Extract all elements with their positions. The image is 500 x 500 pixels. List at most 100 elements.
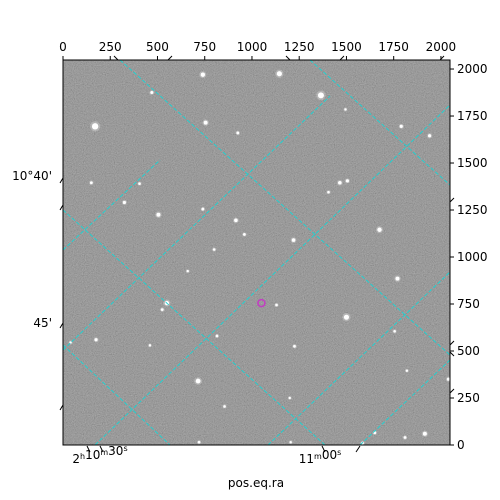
world-tick-mark [59, 404, 64, 411]
star [344, 108, 347, 111]
world-tick-mark [99, 445, 104, 453]
star [345, 179, 349, 183]
star [223, 405, 226, 408]
star [289, 440, 292, 444]
star [405, 369, 409, 372]
star [293, 344, 296, 348]
plot-frame [62, 59, 451, 446]
y-tick-label: 1000 [457, 250, 488, 264]
x-tick-label: 1000 [237, 40, 268, 54]
star [215, 334, 219, 338]
grid-line [63, 344, 171, 445]
dec-tick-label: 45' [33, 316, 52, 330]
star [94, 338, 98, 342]
x-tick-label: 250 [99, 40, 122, 54]
star [197, 440, 201, 444]
x-tick-label: 0 [59, 40, 67, 54]
star [150, 91, 154, 95]
grid-line [119, 60, 450, 356]
star [395, 276, 400, 281]
grid-line [63, 95, 331, 351]
star [89, 181, 93, 185]
grid-line [63, 209, 326, 445]
x-pixel-axis-top: 0 250 500 750 1000 1250 1500 1750 2000 [59, 40, 456, 60]
world-tick-mark [113, 55, 119, 61]
star [186, 269, 189, 273]
star [399, 124, 403, 128]
x-tick-label: 1750 [378, 40, 409, 54]
star [234, 218, 238, 223]
y-tick-label: 0 [457, 438, 465, 452]
star [91, 123, 99, 130]
star [393, 329, 396, 333]
y-tick-label: 2000 [457, 62, 488, 76]
star [138, 182, 141, 185]
star [343, 314, 350, 320]
y-tick-label: 1250 [457, 203, 488, 217]
x-axis-title: pos.eq.ra [228, 476, 284, 490]
ra-tick-label: 11m00s [299, 448, 342, 466]
target-marker-group [257, 298, 266, 308]
world-tick-mark [449, 388, 455, 394]
dec-tick-label: 10°40' [12, 169, 52, 183]
world-tick-mark [449, 197, 455, 203]
world-tick-mark [86, 445, 91, 453]
star [122, 200, 127, 205]
world-tick-mark [59, 177, 64, 184]
ra-tick-label: 2h10m30s [72, 444, 127, 466]
x-tick-label: 2000 [426, 40, 457, 54]
world-tick-mark [339, 55, 345, 61]
stars [68, 69, 450, 445]
world-tick-mark [439, 55, 445, 61]
x-tick-label: 1250 [284, 40, 315, 54]
star [288, 396, 291, 400]
x-tick-label: 750 [193, 40, 216, 54]
star [422, 431, 427, 436]
x-tick-label: 500 [146, 40, 169, 54]
star [212, 248, 216, 251]
y-tick-label: 1500 [457, 156, 488, 170]
star [200, 72, 206, 77]
grid-line [359, 359, 450, 445]
world-tick-mark [167, 55, 173, 61]
star [201, 207, 205, 211]
star [156, 212, 161, 217]
star [276, 71, 282, 77]
x-tick-label: 1500 [331, 40, 362, 54]
star [195, 378, 201, 384]
world-tick-mark [321, 445, 326, 453]
star [291, 238, 296, 242]
coordinate-grid [63, 60, 450, 445]
star [338, 180, 342, 185]
y-tick-label: 1750 [457, 109, 488, 123]
star [243, 233, 246, 236]
star [427, 134, 432, 138]
star [446, 377, 450, 381]
star [377, 227, 382, 232]
world-tick-mark [355, 445, 361, 453]
y-tick-label: 250 [457, 391, 480, 405]
y-tick-label: 750 [457, 297, 480, 311]
grid-line [309, 60, 450, 186]
world-tick-mark [59, 204, 64, 211]
grid-line [63, 159, 161, 251]
world-coordinate-axes: 2h10m30s 11m00s 10°40' 45' [12, 55, 455, 466]
star [275, 303, 278, 307]
star [327, 190, 330, 194]
star [160, 308, 164, 312]
y-tick-label: 500 [457, 344, 480, 358]
star [403, 436, 407, 439]
target-marker [257, 298, 266, 308]
y-pixel-axis-right: 0 250 500 750 1000 1250 1500 1750 2000 [450, 62, 488, 452]
world-tick-mark [59, 322, 64, 329]
grid-line [94, 104, 450, 445]
star [148, 344, 152, 347]
star [203, 120, 208, 125]
star [236, 131, 240, 135]
world-tick-mark [285, 55, 291, 61]
world-tick-mark [449, 340, 455, 346]
world-tick-mark [449, 351, 455, 357]
sky-image [63, 60, 450, 445]
star [317, 92, 324, 99]
